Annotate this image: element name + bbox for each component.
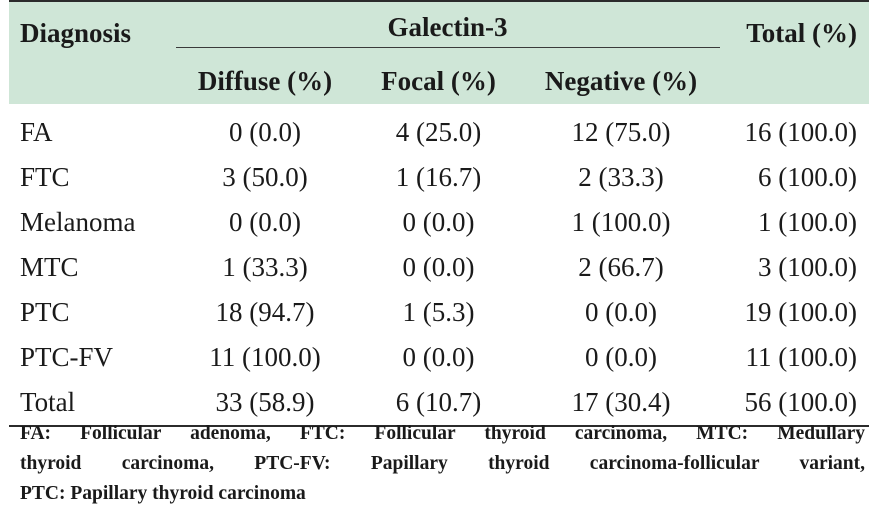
galectin-table-wrapper: Diagnosis Galectin-3 Total (%) Diffuse (… [9, 0, 870, 427]
cell-focal: 4 (25.0) [395, 117, 482, 147]
cell-diagnosis: FA [20, 117, 53, 147]
table-header: Diagnosis Galectin-3 Total (%) Diffuse (… [9, 1, 870, 104]
table-row: PTC 18 (94.7) 1 (5.3) 0 (0.0) 19 (100.0) [9, 290, 869, 335]
header-diffuse: Diffuse (%) [174, 59, 356, 104]
table-row: FTC 3 (50.0) 1 (16.7) 2 (33.3) 6 (100.0) [9, 155, 869, 200]
table-row-total: Total 33 (58.9) 6 (10.7) 17 (30.4) 56 (1… [9, 380, 870, 427]
header-galectin-group: Galectin-3 [174, 1, 722, 59]
table-body: FA 0 (0.0) 4 (25.0) 12 (75.0) 16 (100.0)… [9, 104, 870, 427]
cell-diffuse: 0 (0.0) [229, 117, 301, 147]
table-row: Melanoma 0 (0.0) 0 (0.0) 1 (100.0) 1 (10… [9, 200, 869, 245]
header-galectin-label: Galectin-3 [175, 6, 720, 48]
cell-diffuse: 1 (33.3) [222, 252, 308, 282]
cell-diffuse: 3 (50.0) [222, 162, 308, 192]
table-row: MTC 1 (33.3) 0 (0.0) 2 (66.7) 3 (100.0) [9, 245, 869, 290]
footnote-line-1: FA: Follicular adenoma, FTC: Follicular … [20, 423, 865, 444]
cell-total: 16 (100.0) [744, 117, 858, 147]
cell-diagnosis: MTC [20, 252, 79, 282]
cell-focal: 1 (16.7) [395, 162, 482, 192]
cell-diagnosis: PTC-FV [20, 342, 114, 372]
cell-total: 6 (100.0) [758, 162, 858, 192]
cell-negative: 0 (0.0) [585, 342, 657, 372]
cell-diffuse: 18 (94.7) [215, 297, 315, 327]
cell-diffuse: 0 (0.0) [229, 207, 301, 237]
cell-negative: 12 (75.0) [571, 117, 671, 147]
header-focal: Focal (%) [356, 59, 521, 104]
cell-focal: 0 (0.0) [402, 207, 475, 237]
cell-negative: 1 (100.0) [571, 207, 671, 237]
cell-diagnosis: Melanoma [20, 207, 136, 237]
cell-total: 11 (100.0) [745, 342, 858, 372]
table-row: PTC-FV 11 (100.0) 0 (0.0) 0 (0.0) 11 (10… [9, 335, 869, 380]
cell-diagnosis: PTC [20, 297, 70, 327]
header-diagnosis: Diagnosis [9, 1, 174, 104]
cell-total: 56 (100.0) [721, 380, 870, 427]
header-negative: Negative (%) [521, 59, 722, 104]
cell-focal: 0 (0.0) [402, 342, 475, 372]
cell-total: 1 (100.0) [758, 207, 858, 237]
cell-diagnosis: Total [9, 380, 174, 427]
cell-total: 19 (100.0) [744, 297, 858, 327]
cell-diffuse: 11 (100.0) [209, 342, 321, 372]
footnote-line-2: thyroid carcinoma, PTC-FV: Papillary thy… [20, 453, 865, 474]
table-row: FA 0 (0.0) 4 (25.0) 12 (75.0) 16 (100.0) [9, 104, 869, 155]
cell-focal: 1 (5.3) [402, 297, 475, 327]
header-total: Total (%) [721, 1, 870, 104]
cell-negative: 0 (0.0) [585, 297, 657, 327]
cell-focal: 0 (0.0) [402, 252, 475, 282]
cell-diagnosis: FTC [20, 162, 70, 192]
cell-negative: 2 (66.7) [578, 252, 664, 282]
footnote-line-3: PTC: Papillary thyroid carcinoma [20, 483, 306, 504]
table-footnote: FA: Follicular adenoma, FTC: Follicular … [9, 419, 865, 509]
cell-focal: 6 (10.7) [356, 380, 521, 427]
cell-total: 3 (100.0) [758, 252, 858, 282]
cell-negative: 17 (30.4) [521, 380, 722, 427]
cell-diffuse: 33 (58.9) [174, 380, 356, 427]
cell-negative: 2 (33.3) [578, 162, 664, 192]
galectin-table: Diagnosis Galectin-3 Total (%) Diffuse (… [9, 0, 870, 427]
